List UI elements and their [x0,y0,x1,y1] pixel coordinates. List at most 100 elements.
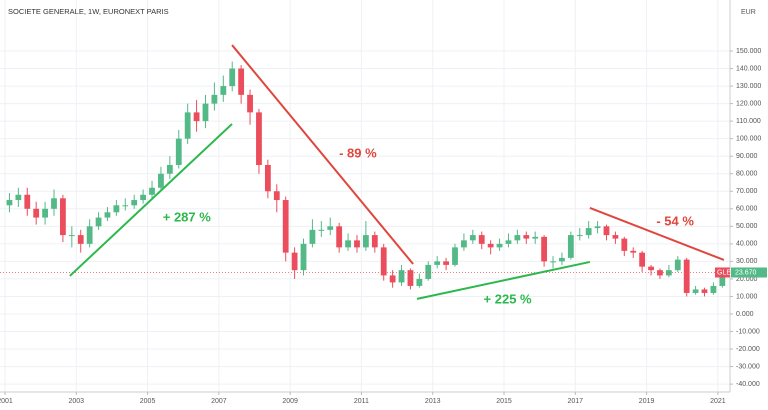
candle-body [6,200,13,206]
candle-body [60,198,66,236]
y-tick-label: 150.000 [736,48,761,55]
candle-body [469,235,476,241]
y-tick-label: 40.000 [736,241,758,248]
x-tick-label: 2003 [68,398,84,405]
annotation: + 225 % [484,291,533,306]
candle-body [452,247,458,265]
candle-body [710,285,717,293]
candle-body [407,270,414,286]
candle-body [86,226,93,244]
trend-line [69,123,233,277]
candle-body [630,250,637,253]
trend-line [231,44,414,265]
candle-body [220,86,227,95]
symbol-badge [715,267,730,278]
annotation: - 89 % [339,145,377,160]
candle-body [264,164,271,192]
chart-title: SOCIETE GENERALE, 1W, EURONEXT PARIS [8,7,169,16]
trend-line [589,206,725,261]
candle-body [692,289,699,293]
candle-body [309,229,316,244]
y-tick-label: -10.000 [736,328,760,335]
x-tick-label: 2015 [496,398,512,405]
y-tick-label: 80.000 [736,171,758,178]
candle-body [416,278,423,286]
y-tick-label: 60.000 [736,206,758,213]
annotation: + 287 % [163,209,212,224]
candle-body [594,226,601,229]
candle-body [51,198,57,209]
y-tick-label: 10.000 [736,293,758,300]
candle-body [256,112,262,165]
candle-body [434,261,441,265]
candle-body [389,275,396,283]
candle-body [496,243,503,248]
candle-body [585,228,592,236]
y-tick-label: 130.000 [736,83,761,90]
candle-body [166,164,173,174]
y-tick-label: 140.000 [736,65,761,72]
candle-body [336,226,343,248]
candle-body [683,259,690,293]
grid [0,0,730,392]
y-unit: EUR [741,9,756,16]
y-tick-label: -20.000 [736,346,760,353]
candle-body [68,235,75,237]
y-tick-label: -40.000 [736,381,760,388]
candle-body [354,240,360,248]
price-label: 23.670 [735,269,757,276]
candle-body [247,94,253,113]
candle-body [33,208,40,218]
y-tick-label: 70.000 [736,188,758,195]
y-tick-label: 90.000 [736,153,758,160]
annotation: - 54 % [656,213,694,228]
candle-body [131,200,138,206]
candle-body [621,238,628,251]
candle-body [380,247,387,276]
candle-body [514,235,521,241]
y-tick-label: 120.000 [736,100,761,107]
candle-body [674,259,681,271]
y-tick-label: 110.000 [736,118,761,125]
candle-body [550,261,556,263]
candle-body [461,240,467,248]
y-tick-label: 30.000 [736,258,758,265]
candle-body [478,235,485,244]
x-tick-label: 2007 [211,398,227,405]
candle-body [113,205,120,213]
candle-body [612,235,619,239]
x-tick-label: 2017 [568,398,584,405]
y-tick-label: 50.000 [736,223,758,230]
candle-body [229,68,236,87]
candle-body [282,200,289,253]
candle-body [532,236,539,239]
candle-body [77,235,84,244]
y-tick-label: 20.000 [736,276,758,283]
symbol-label: GLE [717,269,731,276]
candle-body [291,252,298,271]
candle-body [149,187,155,195]
candle-body [665,270,672,276]
candle-body [95,217,102,227]
x-tick-label: 2011 [354,398,369,405]
candle-body [202,103,209,122]
candle-body [318,229,325,231]
candle-body [425,264,432,279]
y-tick-label: -30.000 [736,363,760,370]
candle-body [657,270,663,276]
candle-body [639,252,646,267]
candle-body [122,205,129,207]
candle-body [327,226,334,230]
candle-body [158,173,164,188]
x-tick-label: 2005 [140,398,156,405]
candle-body [398,270,405,283]
x-tick-label: 2019 [639,398,655,405]
candle-body [184,112,191,139]
candle-body [140,194,147,201]
candle-body [371,235,378,248]
candle-body [576,235,583,237]
candle-body [567,235,574,258]
